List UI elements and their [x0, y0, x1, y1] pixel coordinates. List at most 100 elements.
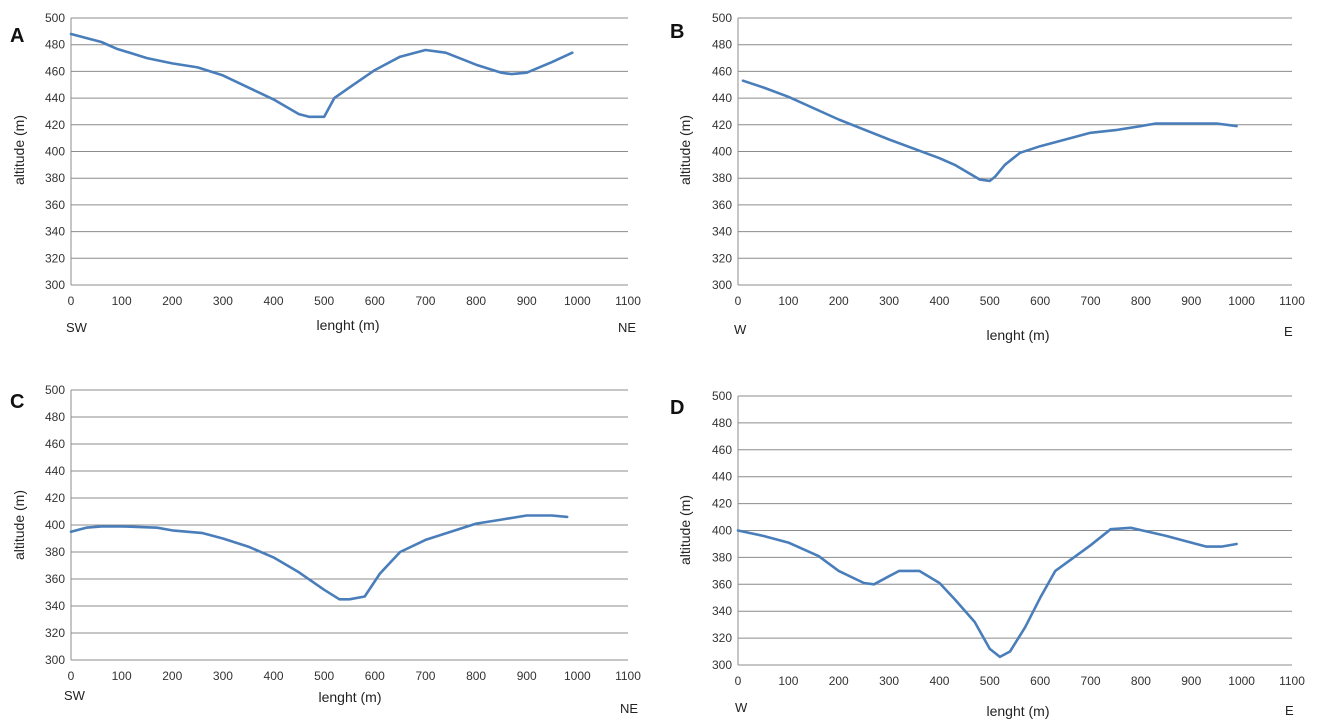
series-line-a: [69, 32, 574, 119]
x-tick-label: 0: [68, 669, 75, 683]
x-tick-label: 0: [68, 294, 75, 308]
x-tick-label: 600: [1030, 294, 1050, 308]
y-tick-label: 420: [712, 497, 732, 511]
chart-panel-c: 300 320 340 360 380 400 420 440 460 480 500 0 100 200…: [10, 383, 641, 716]
x-tick-label: 1000: [1228, 294, 1255, 308]
y-tick-label: 500: [712, 389, 732, 403]
x-tick-label: 1100: [1279, 294, 1305, 308]
y-tick-label: 300: [712, 658, 732, 672]
x-tick-label: 500: [980, 674, 1000, 688]
y-tick-label: 320: [712, 631, 732, 645]
x-tick-label: 200: [829, 294, 849, 308]
x-tick-label: 900: [517, 294, 537, 308]
y-tick-label: 500: [45, 383, 65, 397]
series-line-d: [736, 526, 1238, 659]
x-tick-label: 700: [415, 669, 435, 683]
direction-label-end: NE: [620, 701, 638, 716]
x-tick-label: 400: [264, 294, 284, 308]
x-tick-label: 800: [1131, 674, 1151, 688]
y-tick-label: 440: [45, 464, 65, 478]
y-tick-label: 440: [712, 470, 732, 484]
y-tick-label: 380: [712, 171, 732, 185]
x-tick-label: 300: [879, 674, 899, 688]
y-tick-label: 500: [712, 11, 732, 25]
x-tick-label: 800: [466, 669, 486, 683]
y-tick-label: 460: [712, 443, 732, 457]
x-tick-label: 700: [415, 294, 435, 308]
y-tick-label: 400: [712, 145, 732, 159]
y-tick-label: 300: [45, 278, 65, 292]
y-tick-label: 340: [712, 604, 732, 618]
y-tick-label: 300: [712, 278, 732, 292]
y-tick-label: 380: [45, 171, 65, 185]
x-tick-label: 1100: [615, 669, 641, 683]
y-tick-label: 340: [45, 599, 65, 613]
y-tick-label: 320: [45, 251, 65, 265]
y-tick-label: 460: [45, 437, 65, 451]
x-tick-label: 300: [213, 669, 233, 683]
y-axis-title: altitude (m): [11, 490, 27, 560]
x-tick-label: 800: [1131, 294, 1151, 308]
x-tick-label: 500: [980, 294, 1000, 308]
y-tick-label: 380: [712, 550, 732, 564]
x-tick-label: 400: [929, 294, 949, 308]
y-tick-label: 420: [45, 118, 65, 132]
y-tick-label: 360: [45, 198, 65, 212]
direction-label-start: W: [734, 322, 747, 337]
x-tick-label: 600: [365, 294, 385, 308]
x-tick-label: 900: [1181, 674, 1201, 688]
x-tick-label: 1000: [1228, 674, 1255, 688]
x-tick-label: 500: [314, 669, 334, 683]
series-line-b: [741, 79, 1238, 183]
y-tick-label: 380: [45, 545, 65, 559]
x-tick-label: 600: [1030, 674, 1050, 688]
y-tick-label: 460: [712, 64, 732, 78]
chart-panel-a: 300 320 340 360 380 400 420 440 460 480 500 0 100 200…: [10, 11, 641, 335]
chart-panel-b: 300 320 340 360 380 400 420 440 460 480 500 0 100 200…: [670, 11, 1305, 343]
y-tick-label: 320: [45, 626, 65, 640]
direction-label-start: SW: [64, 688, 86, 703]
x-tick-label: 900: [1181, 294, 1201, 308]
y-tick-label: 420: [712, 118, 732, 132]
y-tick-label: 480: [45, 38, 65, 52]
direction-label-start: SW: [66, 320, 88, 335]
y-axis-title: altitude (m): [11, 115, 27, 185]
x-tick-label: 400: [929, 674, 949, 688]
x-tick-label: 0: [735, 674, 742, 688]
y-tick-label: 360: [45, 572, 65, 586]
panel-letter: B: [670, 21, 684, 43]
direction-label-end: E: [1285, 703, 1294, 718]
y-tick-label: 340: [45, 225, 65, 239]
x-axis-title: lenght (m): [316, 317, 379, 333]
panel-letter: A: [10, 25, 24, 47]
x-axis-title: lenght (m): [986, 703, 1049, 719]
x-tick-label: 100: [112, 669, 132, 683]
y-tick-label: 400: [712, 524, 732, 538]
y-tick-label: 300: [45, 653, 65, 667]
x-tick-label: 800: [466, 294, 486, 308]
y-tick-label: 440: [712, 91, 732, 105]
y-tick-label: 360: [712, 577, 732, 591]
y-tick-label: 340: [712, 225, 732, 239]
chart-panel-d: 300 320 340 360 380 400 420 440 460 480 500 0 100 200…: [670, 389, 1305, 719]
x-tick-label: 1100: [1279, 674, 1305, 688]
x-tick-label: 100: [778, 674, 798, 688]
x-tick-label: 400: [264, 669, 284, 683]
y-tick-label: 480: [45, 410, 65, 424]
x-tick-label: 300: [879, 294, 899, 308]
series-line-c: [69, 514, 569, 601]
x-tick-label: 500: [314, 294, 334, 308]
x-axis-title: lenght (m): [986, 327, 1049, 343]
direction-label-end: E: [1284, 324, 1293, 339]
x-tick-label: 1000: [564, 294, 591, 308]
y-axis-title: altitude (m): [677, 495, 693, 565]
direction-label-start: W: [735, 700, 748, 715]
x-tick-label: 900: [517, 669, 537, 683]
y-tick-label: 500: [45, 11, 65, 25]
x-tick-label: 100: [778, 294, 798, 308]
y-tick-label: 400: [45, 518, 65, 532]
y-axis-title: altitude (m): [677, 115, 693, 185]
x-tick-label: 1100: [615, 294, 641, 308]
panel-letter: C: [10, 391, 24, 413]
